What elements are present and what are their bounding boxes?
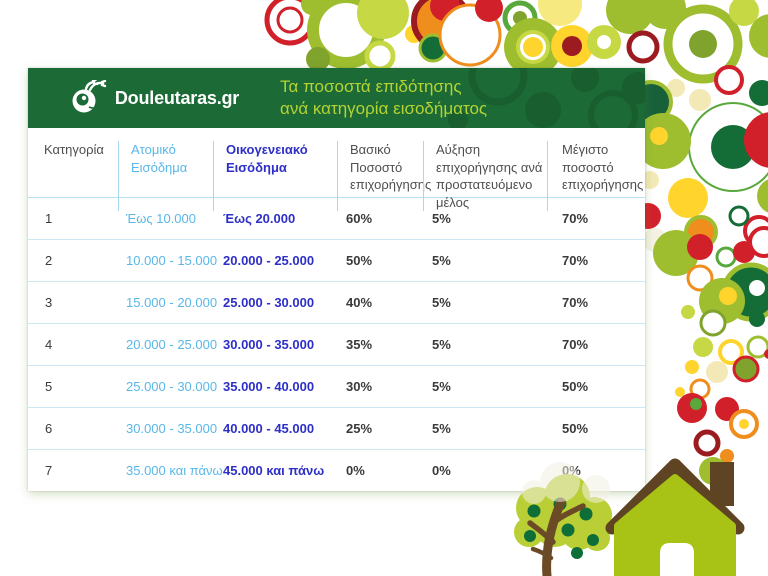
table-cell: 50% (562, 421, 589, 436)
card-header: Douleutaras.gr Τα ποσοστά επιδότησης ανά… (28, 68, 645, 128)
snail-bee-mascot-icon (72, 80, 107, 113)
table-cell: 70% (562, 211, 589, 226)
table-cell: 25.000 - 30.000 (126, 379, 218, 394)
table-cell: 5% (432, 379, 451, 394)
table-body: 1 Έως 10.000 Έως 20.000 60% 5% 70% 2 10.000 - 1… (28, 198, 645, 491)
table-cell: 35.000 και πάνω (126, 463, 223, 478)
table-cell: Έως 20.000 (223, 211, 296, 226)
table-row: 3 15.000 - 20.000 25.000 - 30.000 40% 5% 70% (28, 281, 645, 323)
table-cell: 5% (432, 295, 451, 310)
table-row: 2 10.000 - 15.000 20.000 - 25.000 50% 5% 70% (28, 239, 645, 281)
subsidy-table-card: Douleutaras.gr Τα ποσοστά επιδότησης ανά… (28, 68, 645, 491)
table-row: 1 Έως 10.000 Έως 20.000 60% 5% 70% (28, 198, 645, 239)
table-cell: 40% (346, 295, 373, 310)
table-row: 6 30.000 - 35.000 40.000 - 45.000 25% 5% 50% (28, 407, 645, 449)
column-header-max-rate: Μέγιστο ποσοστό επιχορήγησης (547, 141, 645, 212)
table-cell: 0% (346, 463, 365, 478)
table-cell: 40.000 - 45.000 (223, 421, 315, 436)
table-cell: 5 (45, 379, 53, 394)
table-header-row: Κατηγορία Ατομικό Εισόδημα Οικογενειακό … (28, 128, 645, 212)
table-cell: 70% (562, 295, 589, 310)
brand-logo: Douleutaras.gr (28, 80, 280, 116)
house-door (660, 543, 694, 576)
column-header-category: Κατηγορία (44, 142, 104, 157)
table-cell: 7 (45, 463, 53, 478)
column-header-increase-per-member: Αύξηση επιχορήγησης ανά προστατευόμενο μ… (423, 141, 547, 212)
card-title-line1: Τα ποσοστά επιδότησης (280, 76, 462, 96)
header-circles-decor (448, 68, 645, 128)
table-cell: 25% (346, 421, 373, 436)
table-cell: 30% (346, 379, 373, 394)
table-cell: 15.000 - 20.000 (126, 295, 218, 310)
card-title: Τα ποσοστά επιδότησης ανά κατηγορία εισο… (280, 76, 487, 121)
table-cell: 1 (45, 211, 53, 226)
table-cell: 10.000 - 15.000 (126, 253, 218, 268)
table-cell: 35.000 - 40.000 (223, 379, 315, 394)
brand-logo-text: Douleutaras.gr (114, 87, 240, 108)
table-cell: 30.000 - 35.000 (126, 421, 218, 436)
table-cell: 5% (432, 211, 451, 226)
table-cell: 50% (562, 379, 589, 394)
table-cell: 50% (346, 253, 373, 268)
column-header-family-income: Οικογενειακό Εισόδημα (213, 141, 337, 212)
table-cell: 4 (45, 337, 53, 352)
table-cell: 5% (432, 337, 451, 352)
table-cell: 0% (562, 463, 581, 478)
table-cell: 20.000 - 25.000 (223, 253, 315, 268)
table-cell: 3 (45, 295, 53, 310)
column-header-base-rate: Βασικό Ποσοστό επιχορήγησης (337, 141, 431, 212)
table-cell: Έως 10.000 (126, 211, 196, 226)
table-cell: 70% (562, 253, 589, 268)
table-cell: 45.000 και πάνω (223, 463, 325, 478)
column-header-personal-income: Ατομικό Εισόδημα (118, 141, 213, 212)
table-row: 7 35.000 και πάνω 45.000 και πάνω 0% 0% 0% (28, 449, 645, 491)
table-cell: 30.000 - 35.000 (223, 337, 315, 352)
table-cell: 60% (346, 211, 373, 226)
table-cell: 35% (346, 337, 373, 352)
table-cell: 5% (432, 421, 451, 436)
table-cell: 25.000 - 30.000 (223, 295, 315, 310)
table-row: 5 25.000 - 30.000 35.000 - 40.000 30% 5% 50% (28, 365, 645, 407)
card-title-line2: ανά κατηγορία εισοδήματος (280, 99, 488, 118)
table-row: 4 20.000 - 25.000 30.000 - 35.000 35% 5% 70% (28, 323, 645, 365)
table-cell: 2 (45, 253, 53, 268)
table-cell: 20.000 - 25.000 (126, 337, 218, 352)
table-cell: 0% (432, 463, 451, 478)
table-cell: 6 (45, 421, 53, 436)
table-cell: 5% (432, 253, 451, 268)
table-cell: 70% (562, 337, 589, 352)
